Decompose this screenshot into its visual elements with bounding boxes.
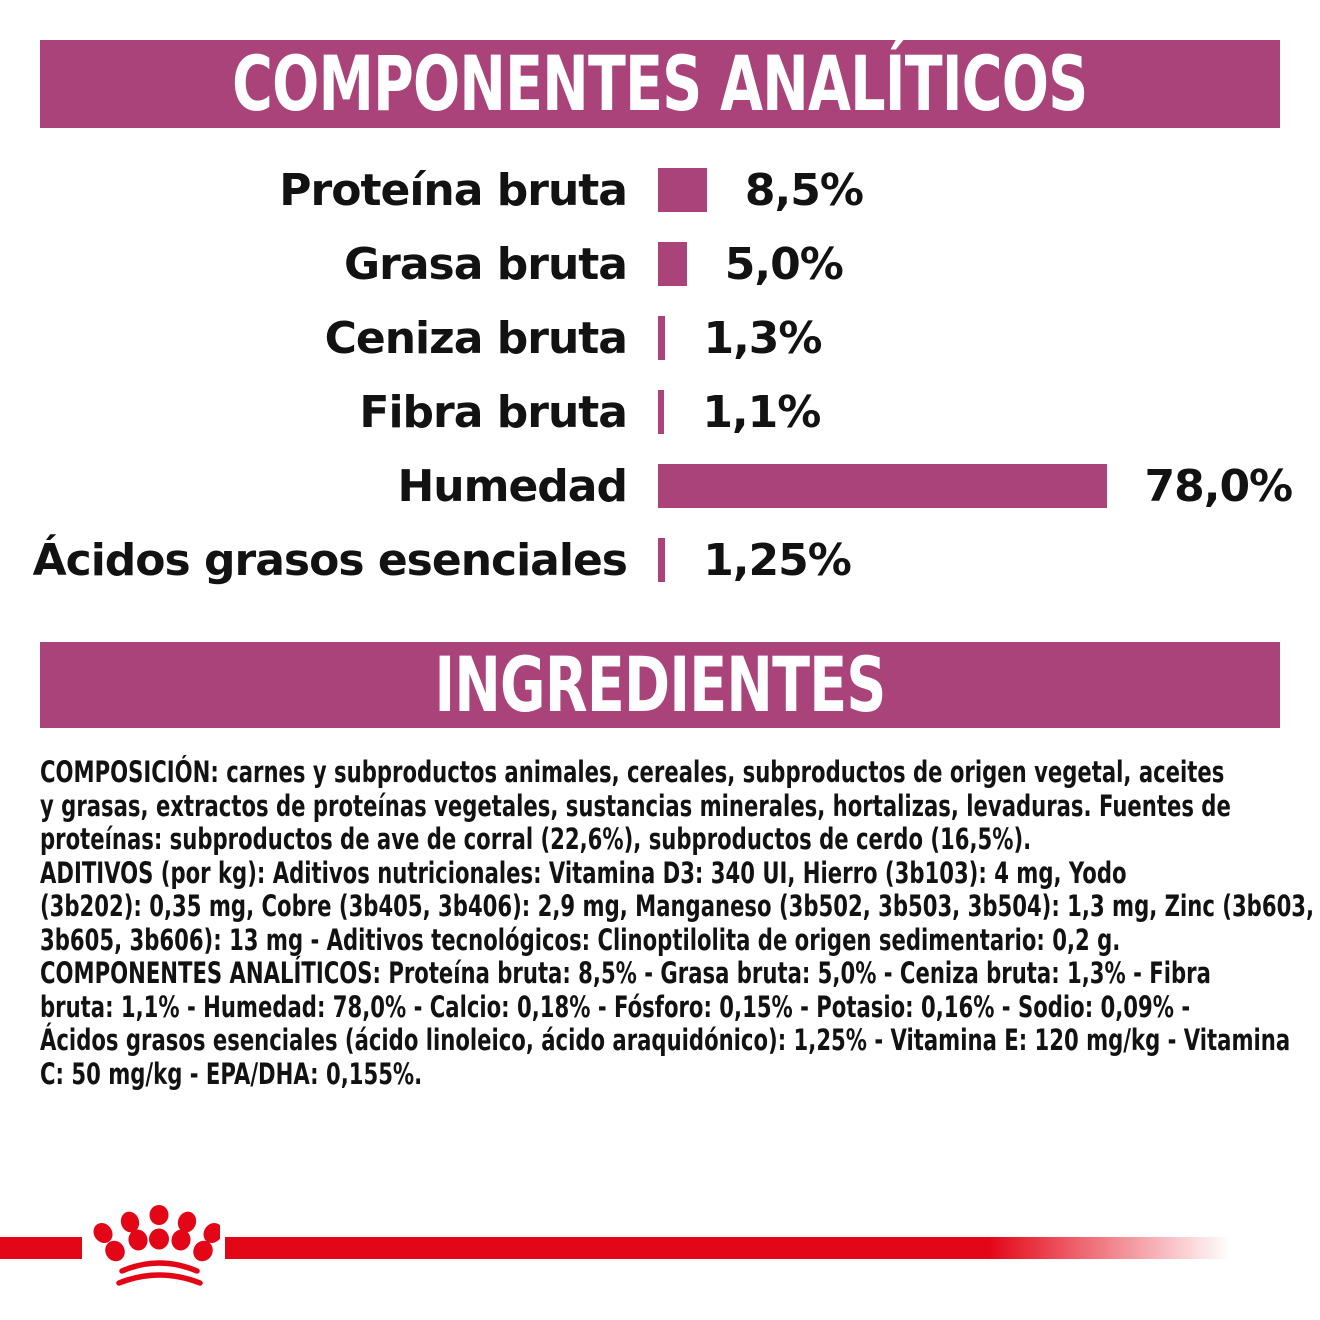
text-line: COMPOSICIÓN: carnes y subproductos anima… xyxy=(40,755,1225,789)
chart-bar xyxy=(658,390,665,434)
composition-text: COMPOSICIÓN: carnes y subproductos anima… xyxy=(40,755,1315,1091)
text-line: COMPONENTES ANALÍTICOS: Proteína bruta: … xyxy=(40,956,1211,990)
text-line: bruta: 1,1% - Humedad: 78,0% - Calcio: 0… xyxy=(40,989,1191,1024)
chart-row-value: 1,1% xyxy=(702,386,821,438)
chart-row: Ceniza bruta 1,3% xyxy=(0,313,1320,364)
chart-row-label: Ceniza bruta xyxy=(324,312,628,364)
brand-stripe-left xyxy=(0,1237,82,1259)
chart-row: Humedad 78,0% xyxy=(0,461,1320,512)
analytics-chart: Proteína bruta 8,5% Grasa bruta 5,0% Cen… xyxy=(0,165,1320,612)
section-banner-ingredients: INGREDIENTES xyxy=(40,642,1280,728)
chart-row: Proteína bruta 8,5% xyxy=(0,165,1320,216)
chart-row: Fibra bruta 1,1% xyxy=(0,387,1320,438)
text-line: 3b605, 3b606): 13 mg - Aditivos tecnológ… xyxy=(40,922,1121,957)
text-line: (3b202): 0,35 mg, Cobre (3b405, 3b406): … xyxy=(40,889,1315,923)
chart-bar xyxy=(658,464,1107,508)
text-line: Ácidos grasos esenciales (ácido linoleic… xyxy=(40,1023,1291,1057)
chart-bar xyxy=(658,538,666,582)
chart-row-value: 8,5% xyxy=(744,164,864,216)
text-line: C: 50 mg/kg - EPA/DHA: 0,155%. xyxy=(40,1056,423,1091)
chart-row-label: Grasa bruta xyxy=(344,238,628,290)
chart-row-value: 78,0% xyxy=(1144,460,1294,512)
chart-row: Ácidos grasos esenciales 1,25% xyxy=(0,535,1320,586)
chart-bar xyxy=(658,168,707,212)
chart-bar xyxy=(658,242,687,286)
chart-row-label: Ácidos grasos esenciales xyxy=(32,534,628,586)
text-line: proteínas: subproductos de ave de corral… xyxy=(40,822,1032,856)
chart-row-value: 1,3% xyxy=(703,312,822,364)
text-line: y grasas, extractos de proteínas vegetal… xyxy=(40,788,1231,823)
analytics-section-title: COMPONENTES ANALÍTICOS xyxy=(232,39,1088,128)
chart-row: Grasa bruta 5,0% xyxy=(0,239,1320,290)
chart-row-label: Proteína bruta xyxy=(279,164,628,216)
chart-row-value: 1,25% xyxy=(703,534,852,586)
chart-row-label: Humedad xyxy=(397,460,628,512)
section-banner-analytics: COMPONENTES ANALÍTICOS xyxy=(40,40,1280,128)
royal-canin-crown-icon xyxy=(93,1205,220,1286)
chart-bar xyxy=(658,316,666,360)
ingredients-section-title: INGREDIENTES xyxy=(434,640,886,729)
text-line: ADITIVOS (por kg): Aditivos nutricionale… xyxy=(40,855,1127,890)
brand-stripe-right xyxy=(225,1237,1230,1259)
chart-row-value: 5,0% xyxy=(724,238,844,290)
chart-row-label: Fibra bruta xyxy=(359,386,628,438)
